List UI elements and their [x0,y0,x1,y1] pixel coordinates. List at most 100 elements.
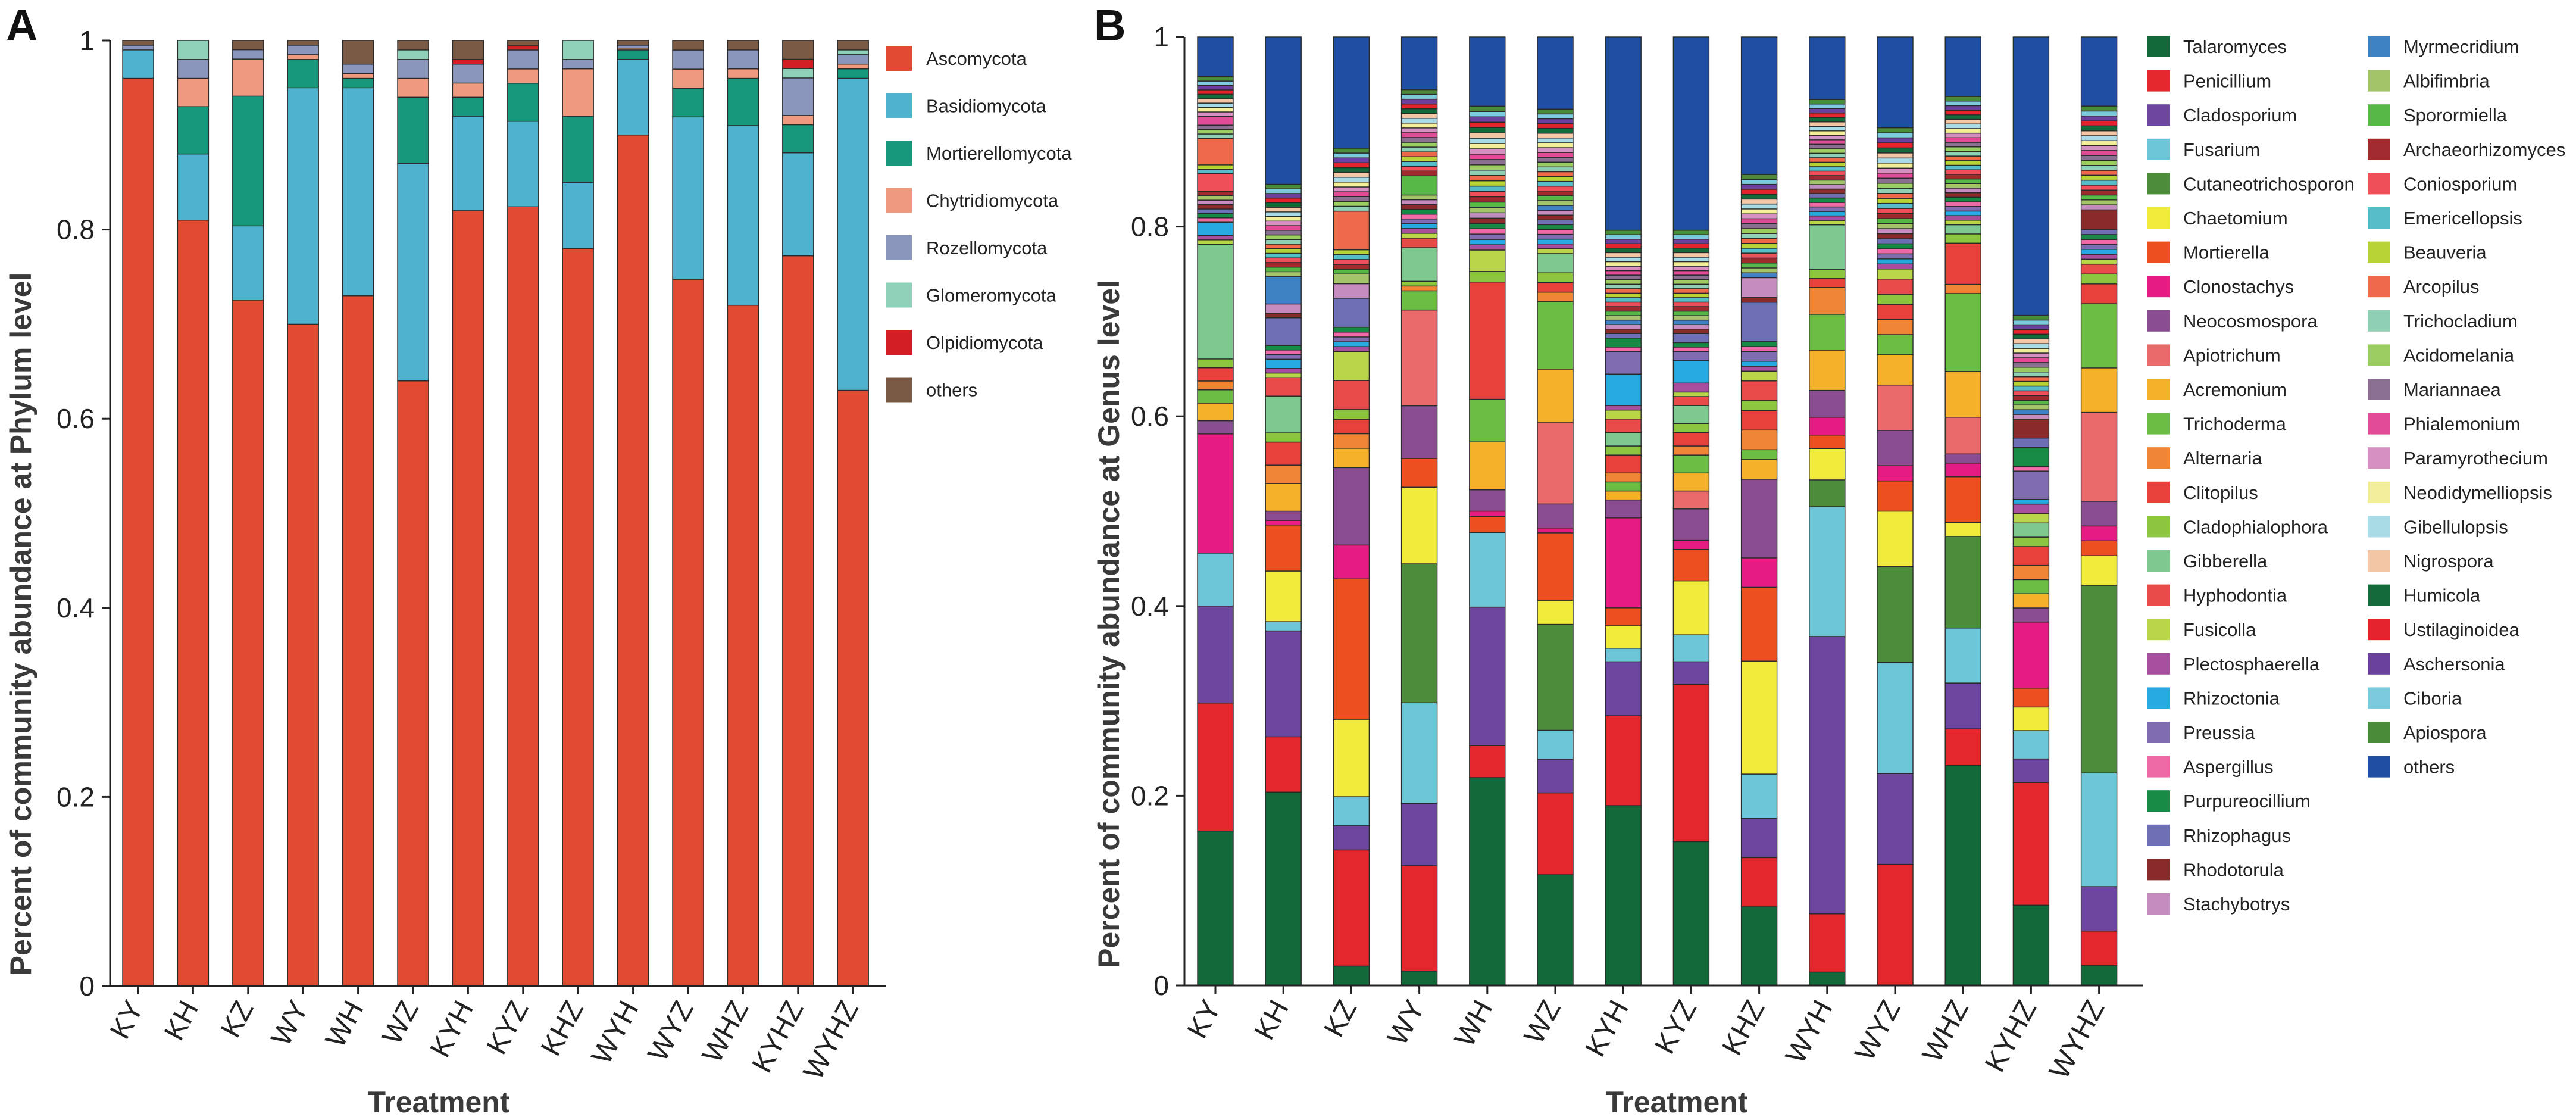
bar-segment-mariannaea [1400,137,1438,143]
bar-segment-acremonium [1469,441,1506,491]
bar-segment-neodidymelliopsis [1809,130,1846,136]
legend-label: Olpidiomycota [926,332,1043,353]
bar-segment-archaeorhizomyces [1333,264,1370,270]
bar-segment-penicillium [1605,715,1642,806]
legend-label: Aspergillus [2183,757,2274,778]
bar-segment-coniosporium [1197,173,1234,192]
legend-swatch [2147,310,2170,332]
bar-segment-ustilaginoidea [1333,162,1370,169]
bar-segment-ascomycota [507,206,539,987]
bar-segment-basidiomycota [507,120,539,207]
bar-segment-chytridiomycota [397,77,429,98]
bar-segment-trichoderma [1809,314,1846,351]
bar-segment-mariannaea [1877,177,1914,184]
bar-segment-neocosmospora [1944,453,1981,464]
bar-segment-arcopilus [1605,288,1642,294]
bar-segment-arcopilus [2080,170,2118,176]
bar-segment-aschersonia [1605,239,1642,244]
bar-segment-beauveria [1672,292,1710,298]
bar-segment-chytridiomycota [507,68,539,84]
bar-segment-neodidymelliopsis [1333,182,1370,188]
legend-label: Hyphodontia [2183,585,2287,606]
bar-segment-talaromyces [1265,791,1302,986]
bar-segment-ustilaginoidea [1672,243,1710,249]
bar-segment-apiospora [1809,99,1846,105]
bar-segment-ciboria [1197,80,1234,86]
bar-segment-basidiomycota [397,163,429,382]
bar-segment-chytridiomycota [562,68,594,117]
bar-segment-clonostachys [1197,433,1234,554]
bar-segment-ustilaginoidea [1197,89,1234,95]
bar-segment-fusarium [1265,621,1302,632]
bar-segment-cladophialophora [1537,272,1574,283]
bar-segment-acidomelania [1400,142,1438,148]
legend-label: Trichoderma [2183,414,2287,435]
bar-segment-penicillium [1197,703,1234,832]
legend-item: Ustilaginoidea [2368,619,2519,641]
bar-segment-arcopilus [1944,155,1981,161]
bar-KYZ [1672,36,1710,986]
bar-segment-neocosmospora [1333,467,1370,546]
bar-segment-acidomelania [1740,228,1778,234]
bar-segment-fusarium [1400,702,1438,804]
bar-segment-cladosporium [1877,773,1914,865]
legend-swatch [2368,516,2390,538]
bar-segment-mortierellomycota [837,68,869,79]
bar-segment-penicillium [1537,792,1574,875]
bar-segment-mortierella [2080,540,2118,556]
bar-segment-fusicolla [1809,220,1846,226]
bar-segment-aspergillus [1672,347,1710,352]
bar-segment-trichoderma [1944,293,1981,372]
legend-label: Neocosmospora [2183,311,2318,332]
bar-segment-fusarium [1809,506,1846,637]
bar-segment-aspergillus [1740,346,1778,352]
bar-segment-rhizophagus [1537,219,1574,226]
legend-swatch [2368,104,2390,126]
bar-segment-acremonium [1265,483,1302,512]
legend-item: Myrmecridium [2368,36,2519,57]
legend-swatch [2368,619,2390,641]
bar-segment-mortierella [1740,586,1778,662]
bar-segment-rozellomycota [177,59,210,79]
bar-segment-aschersonia [1944,105,1981,111]
bar-segment-others [2012,36,2050,316]
bar-segment-chytridiomycota [452,82,484,98]
legend-item: Rozellomycota [886,235,1048,260]
bar-segment-chytridiomycota [287,54,319,60]
legend-swatch [2368,687,2390,709]
bar-segment-paramyrothecium [1400,127,1438,133]
bar-segment-aschersonia [1809,108,1846,114]
bar-segment-purpureocillium [1265,345,1302,351]
legend-label: Phialemonium [2403,414,2520,435]
legend-label: Basidiomycota [926,96,1046,117]
y-tick-label: 0.6 [1131,401,1169,432]
bar-segment-nigrospora [1265,207,1302,213]
bar-segment-gibberella [1197,244,1234,360]
bar-segment-apiospora [1265,183,1302,189]
bar-segment-mortierella [1265,524,1302,572]
bar-segment-fusarium [1197,553,1234,607]
bar-segment-cladophialophora [1197,358,1234,369]
legend-item: Mortierella [2147,241,2269,263]
bar-segment-arcopilus [1469,174,1506,182]
bar-segment-fusicolla [1672,391,1710,397]
bar-KH [177,40,210,987]
bar-segment-clonostachys [2012,622,2050,689]
bar-segment-preussia [1265,354,1302,360]
legend-label: Glomeromycota [926,285,1057,306]
bar-segment-mortierella [1809,435,1846,450]
bar-segment-chytridiomycota [837,63,869,70]
bar-segment-gibellulopsis [1537,138,1574,143]
bar-segment-phialemonium [1537,152,1574,158]
bar-segment-gibberella [1672,405,1710,424]
legend-label: Rozellomycota [926,238,1048,258]
bar-segment-gibellulopsis [1672,257,1710,263]
legend-label: Acidomelania [2403,345,2515,366]
bar-segment-purpureocillium [2012,447,2050,467]
bar-WYH [1809,36,1846,986]
bar-segment-trichocladium [1537,166,1574,173]
bar-segment-humicola [1537,127,1574,134]
bar-segment-rhodotorula [1605,329,1642,334]
bar-segment-sporormiella [1672,310,1710,316]
bar-segment-gibberella [1809,224,1846,270]
